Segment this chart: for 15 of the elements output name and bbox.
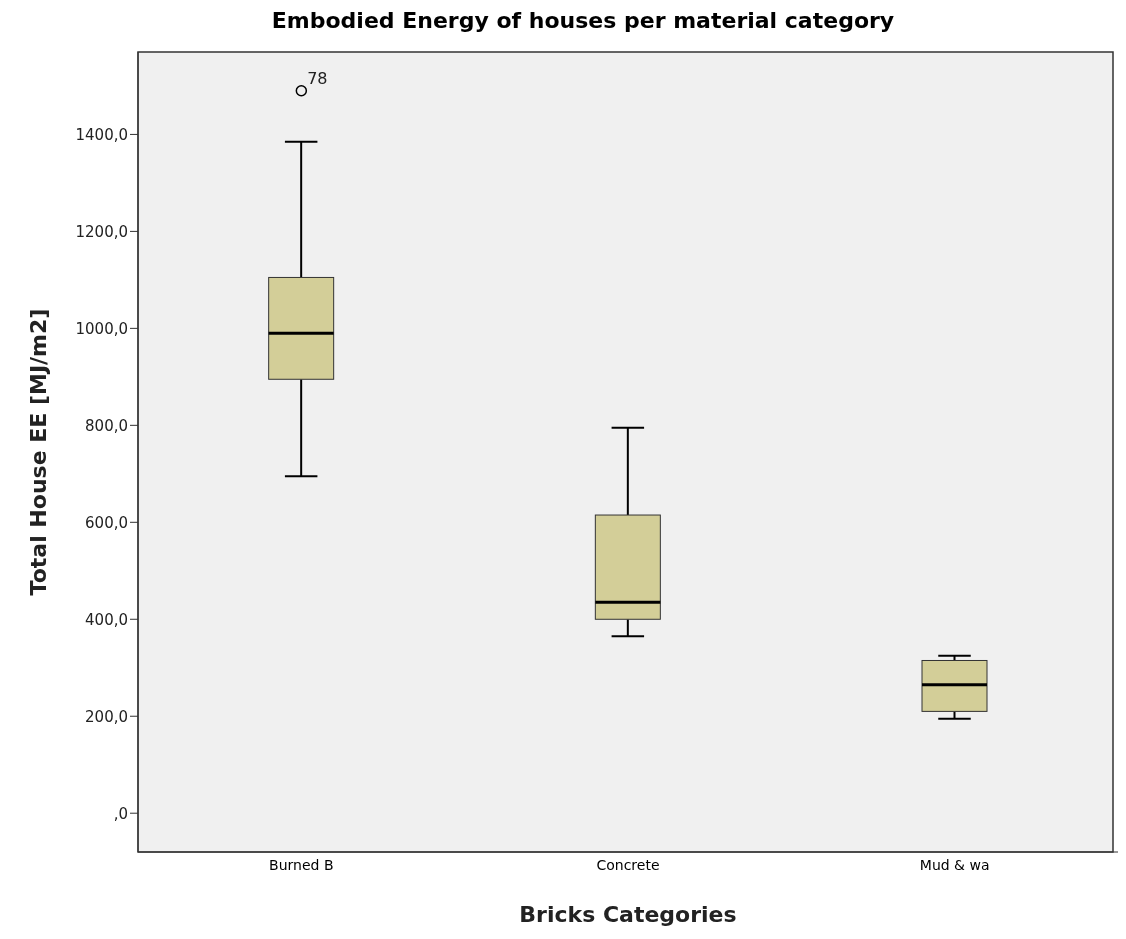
x-tick-label: Burned B [269, 856, 334, 873]
y-tick-label: 400,0 [85, 610, 128, 629]
y-tick-label: 1400,0 [75, 125, 128, 144]
x-tick-label: Mud & wa [919, 856, 990, 873]
annotation: 78 [307, 68, 328, 88]
y-axis-title: Total House EE [MJ/m2] [25, 308, 51, 596]
y-tick-label: ,0 [113, 804, 128, 823]
y-tick-label: 1200,0 [75, 222, 128, 241]
y-tick-label: 200,0 [85, 707, 128, 726]
y-tick-label: 800,0 [85, 416, 128, 435]
x-tick-label: Concrete [596, 856, 660, 873]
y-tick-label: 600,0 [85, 513, 128, 532]
y-tick-label: 1000,0 [75, 319, 128, 338]
x-axis-title: Bricks Categories [519, 902, 737, 927]
chart-title: Embodied Energy of houses per material category [270, 8, 896, 35]
